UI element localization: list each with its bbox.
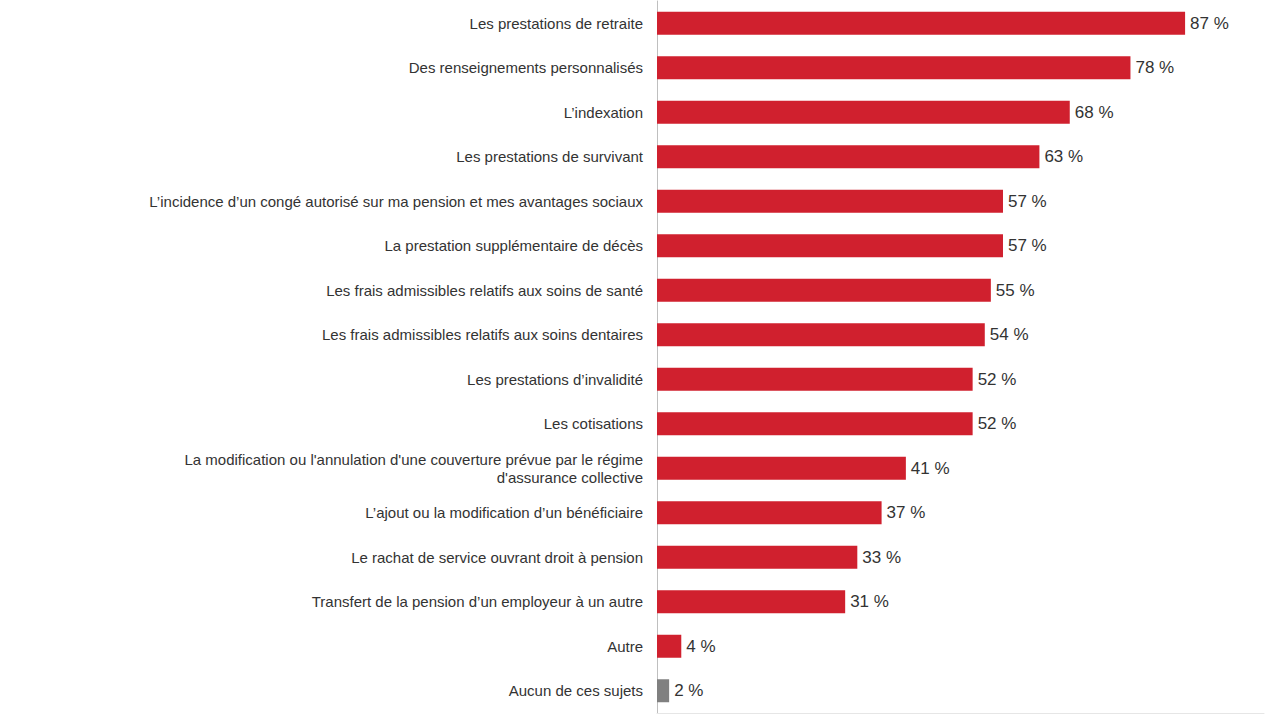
svg-text:L’incidence d’un congé autoris: L’incidence d’un congé autorisé sur ma p… [149,193,643,210]
svg-text:Le rachat de service ouvrant d: Le rachat de service ouvrant droit à pen… [351,549,643,566]
svg-text:La prestation supplémentaire d: La prestation supplémentaire de décès [384,237,643,254]
svg-text:d'assurance collective: d'assurance collective [497,469,643,486]
svg-text:41 %: 41 % [911,459,950,478]
svg-text:87 %: 87 % [1190,14,1229,33]
svg-text:Transfert de la pension d’un e: Transfert de la pension d’un employeur à… [312,593,643,610]
svg-text:Les prestations de survivant: Les prestations de survivant [456,148,644,165]
svg-text:63 %: 63 % [1044,147,1083,166]
svg-text:31 %: 31 % [850,592,889,611]
svg-text:La modification ou l'annulatio: La modification ou l'annulation d'une co… [184,451,643,468]
svg-text:Autre: Autre [607,638,643,655]
svg-text:L’ajout ou la modification d’u: L’ajout ou la modification d’un bénéfici… [365,504,643,521]
svg-text:Les frais admissibles relatifs: Les frais admissibles relatifs aux soins… [322,326,643,343]
svg-text:4 %: 4 % [686,637,715,656]
svg-text:55 %: 55 % [996,281,1035,300]
svg-text:L’indexation: L’indexation [564,104,643,121]
svg-text:Aucun de ces sujets: Aucun de ces sujets [509,682,643,699]
svg-text:Les prestations d’invalidité: Les prestations d’invalidité [467,371,643,388]
svg-text:2 %: 2 % [674,681,703,700]
svg-text:54 %: 54 % [990,325,1029,344]
svg-text:52 %: 52 % [978,370,1017,389]
svg-text:57 %: 57 % [1008,236,1047,255]
svg-text:Les prestations de retraite: Les prestations de retraite [470,15,643,32]
svg-text:Les cotisations: Les cotisations [544,415,643,432]
svg-text:57 %: 57 % [1008,192,1047,211]
svg-text:68 %: 68 % [1075,103,1114,122]
svg-text:52 %: 52 % [978,414,1017,433]
svg-text:33 %: 33 % [862,548,901,567]
svg-text:Des renseignements personnalis: Des renseignements personnalisés [409,59,643,76]
svg-text:37 %: 37 % [887,503,926,522]
svg-text:78 %: 78 % [1135,58,1174,77]
svg-text:Les frais admissibles relatifs: Les frais admissibles relatifs aux soins… [326,282,643,299]
